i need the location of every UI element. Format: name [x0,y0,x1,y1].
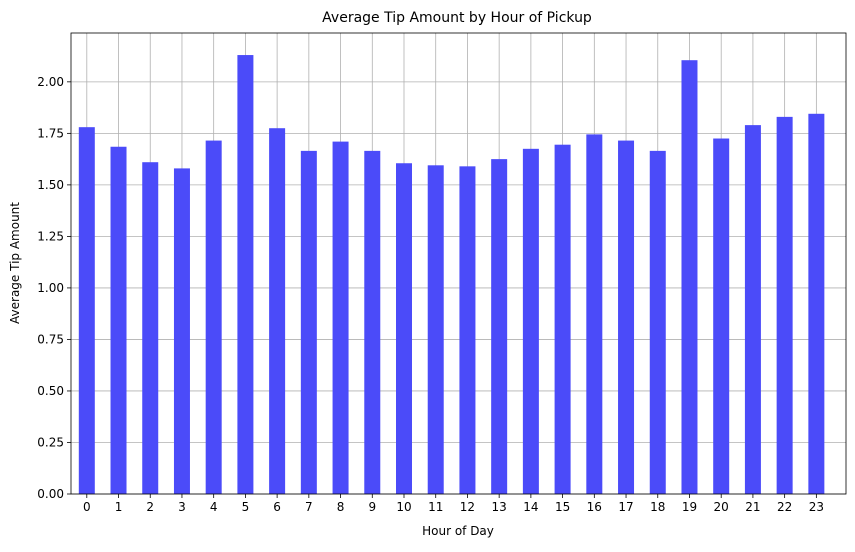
x-tick-label: 11 [428,500,443,514]
bar-hour-7 [300,150,317,495]
x-tick-label: 13 [492,500,507,514]
bar-hour-8 [332,141,349,494]
x-tick-label: 2 [146,500,154,514]
bar-hour-23 [808,113,825,494]
bar-hour-3 [173,168,190,494]
bar-hour-18 [649,150,666,495]
bar-hour-19 [681,60,698,494]
y-tick-label: 0.50 [37,384,64,398]
bar-hour-22 [776,116,793,494]
x-tick-label: 22 [777,500,792,514]
bar-hour-2 [142,162,159,494]
bar-hour-17 [618,140,635,494]
x-tick-label: 3 [178,500,186,514]
x-tick-label: 20 [714,500,729,514]
y-tick-label: 1.25 [37,229,64,243]
bar-hour-12 [459,166,476,494]
x-tick-label: 5 [242,500,250,514]
x-tick-label: 18 [650,500,665,514]
y-tick-label: 0.00 [37,487,64,501]
x-axis-label: Hour of Day [422,524,494,538]
x-tick-label: 8 [337,500,345,514]
x-tick-label: 4 [210,500,218,514]
bar-hour-10 [396,163,412,494]
bar-hour-11 [427,165,444,494]
x-tick-label: 1 [115,500,123,514]
x-tick-label: 9 [368,500,376,514]
bar-hour-9 [364,150,381,495]
y-tick-label: 1.00 [37,281,64,295]
y-axis-ticks: 0.00 0.25 0.50 0.75 1.00 1.25 1.50 1.75 2.00 [37,75,71,501]
bar-hour-21 [744,125,761,495]
x-tick-label: 10 [396,500,411,514]
x-tick-label: 0 [83,500,91,514]
bar-hour-15 [554,144,571,494]
bar-hour-16 [586,134,603,494]
x-tick-label: 19 [682,500,697,514]
y-tick-label: 0.25 [37,435,64,449]
x-tick-label: 16 [587,500,602,514]
y-tick-label: 1.75 [37,126,64,140]
bar-hour-13 [491,159,508,494]
bar-hour-0 [78,127,95,495]
bar-hour-6 [269,128,286,495]
y-axis-label: Average Tip Amount [8,202,22,324]
x-tick-label: 21 [745,500,760,514]
x-tick-label: 23 [809,500,824,514]
plot-area-frame [70,32,847,495]
y-tick-label: 1.50 [37,178,64,192]
bar-hour-20 [713,138,730,494]
y-tick-label: 0.75 [37,332,64,346]
x-axis-ticks: 0 1 2 3 4 5 6 7 8 9 10 11 12 13 14 15 16 17 18 19 20 21 22 23 [83,494,824,514]
bar-hour-5 [237,55,254,495]
bars-group [78,55,825,495]
x-tick-label: 15 [555,500,570,514]
x-tick-label: 17 [618,500,633,514]
bar-hour-1 [110,146,127,494]
bar-hour-14 [522,148,539,494]
chart-title: Average Tip Amount by Hour of Pickup [322,10,592,26]
y-tick-label: 2.00 [37,75,64,89]
bar-hour-4 [205,140,222,494]
x-tick-label: 6 [273,500,281,514]
x-tick-label: 14 [523,500,538,514]
x-tick-label: 7 [305,500,313,514]
x-tick-label: 12 [460,500,475,514]
